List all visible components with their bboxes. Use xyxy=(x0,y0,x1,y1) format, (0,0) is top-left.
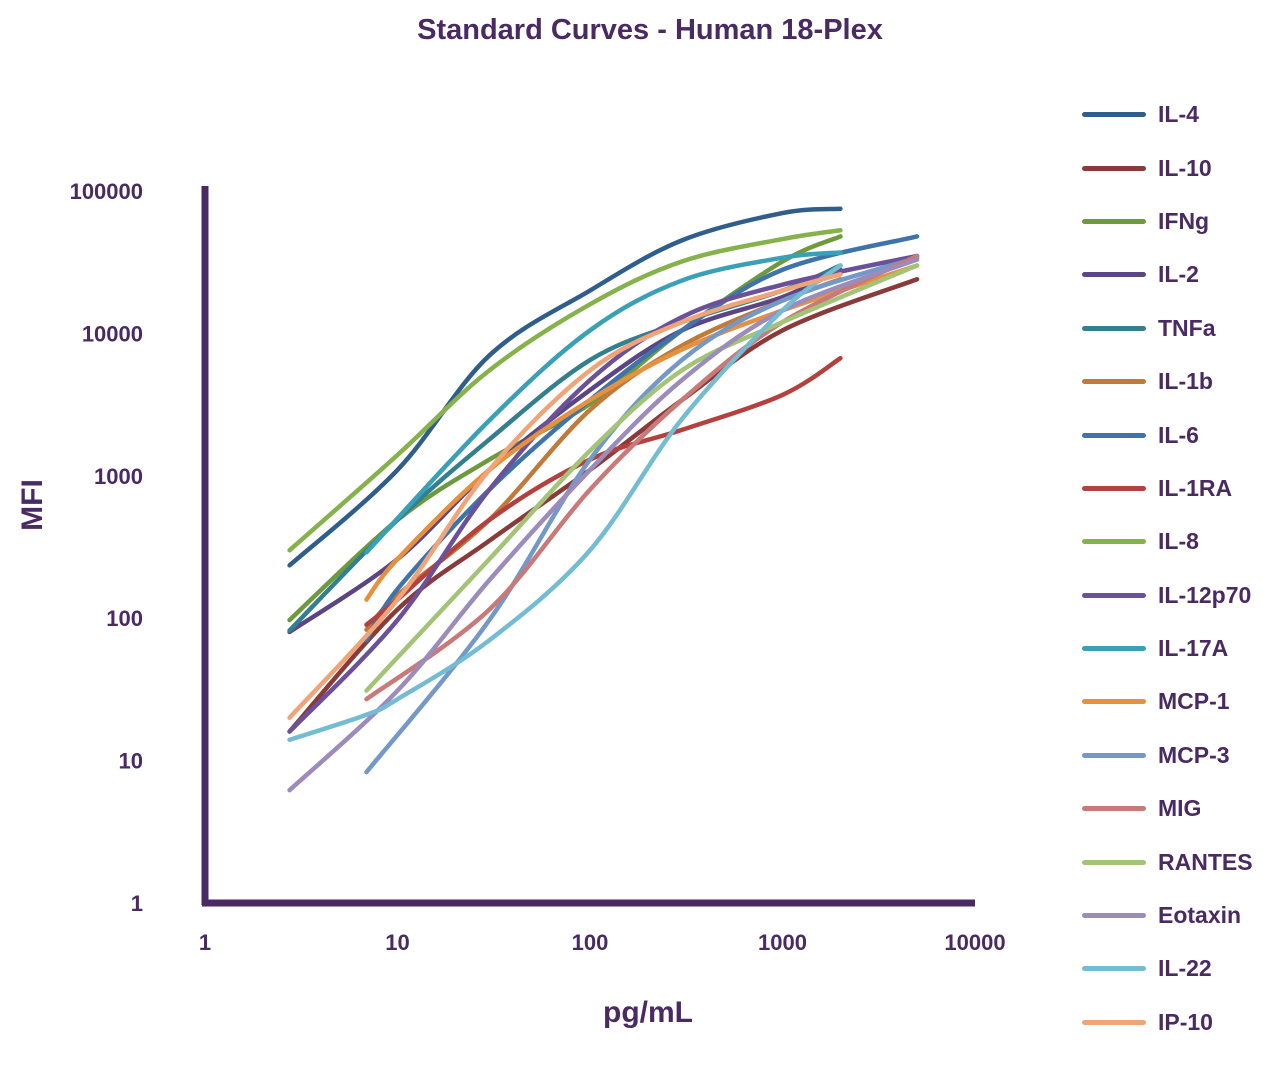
legend-swatch xyxy=(1082,646,1146,652)
legend-swatch xyxy=(1082,432,1146,438)
legend-swatch xyxy=(1082,592,1146,598)
series-line-ip-10 xyxy=(287,272,843,720)
legend-swatch xyxy=(1082,379,1146,385)
legend-label: RANTES xyxy=(1158,848,1253,875)
legend-label: TNFa xyxy=(1158,314,1216,341)
legend-item: IL-6 xyxy=(1082,408,1253,461)
x-tick-label: 10 xyxy=(385,930,409,955)
legend-label: IL-1RA xyxy=(1158,474,1233,501)
series-line-il-10 xyxy=(287,277,920,734)
legend-label: IL-6 xyxy=(1158,421,1199,448)
series-line-rantes xyxy=(364,263,920,693)
legend-swatch xyxy=(1082,272,1146,278)
legend-swatch xyxy=(1082,485,1146,491)
y-tick-label: 10 xyxy=(119,749,143,774)
legend-label: IL-22 xyxy=(1158,955,1212,982)
legend-item: TNFa xyxy=(1082,302,1253,355)
legend-item: IL-10 xyxy=(1082,141,1253,194)
legend-item: IL-12p70 xyxy=(1082,569,1253,622)
plot-area: 1 10 100 1000 10000 1 10 100 1000 10000 100000 pg… xyxy=(16,179,1006,1029)
legend-swatch xyxy=(1082,859,1146,865)
legend-swatch xyxy=(1082,112,1146,118)
legend: IL-4 IL-10 IFNg IL-2 TNFa IL-1b IL-6 IL-1RA IL-8… xyxy=(1082,88,1253,1049)
legend-swatch xyxy=(1082,1019,1146,1025)
legend-label: Eotaxin xyxy=(1158,902,1242,929)
y-tick-label: 100 xyxy=(106,606,143,631)
legend-swatch xyxy=(1082,699,1146,705)
legend-swatch xyxy=(1082,165,1146,171)
y-tick-label: 1 xyxy=(131,891,143,916)
legend-item: IL-2 xyxy=(1082,248,1253,301)
legend-label: MCP-1 xyxy=(1158,688,1230,715)
y-tick-label: 10000 xyxy=(82,321,143,346)
x-tick-labels: 1 10 100 1000 10000 xyxy=(199,930,1006,955)
series-line-mig xyxy=(364,253,920,702)
series-line-il-12p70 xyxy=(287,253,920,734)
y-axis-label: MFI xyxy=(16,479,49,531)
legend-item: MIG xyxy=(1082,782,1253,835)
legend-label: MIG xyxy=(1158,795,1202,822)
series-line-il-22 xyxy=(287,263,843,743)
y-tick-label: 1000 xyxy=(94,464,143,489)
series-line-il-17a xyxy=(364,250,843,555)
legend-label: IL-12p70 xyxy=(1158,581,1252,608)
legend-item: MCP-1 xyxy=(1082,675,1253,728)
legend-swatch xyxy=(1082,752,1146,758)
series-line-ifng xyxy=(287,234,843,623)
legend-item: IL-4 xyxy=(1082,88,1253,141)
legend-swatch xyxy=(1082,806,1146,812)
legend-label: IL-1b xyxy=(1158,368,1213,395)
legend-item: RANTES xyxy=(1082,835,1253,888)
legend-item: IL-1RA xyxy=(1082,462,1253,515)
legend-label: MCP-3 xyxy=(1158,741,1230,768)
chart-title: Standard Curves - Human 18-Plex xyxy=(417,14,883,46)
x-tick-label: 100 xyxy=(572,930,609,955)
legend-item: Eotaxin xyxy=(1082,889,1253,942)
y-tick-labels: 1 10 100 1000 10000 100000 xyxy=(70,179,143,916)
legend-label: IL-4 xyxy=(1158,101,1199,128)
x-tick-label: 10000 xyxy=(944,930,1005,955)
x-tick-label: 1 xyxy=(199,930,211,955)
legend-swatch xyxy=(1082,539,1146,545)
legend-label: IP-10 xyxy=(1158,1008,1213,1035)
legend-label: IL-2 xyxy=(1158,261,1199,288)
legend-item: IFNg xyxy=(1082,195,1253,248)
series-line-eotaxin xyxy=(287,257,920,793)
legend-item: IL-22 xyxy=(1082,942,1253,995)
x-axis-label: pg/mL xyxy=(603,996,693,1029)
legend-item: IL-17A xyxy=(1082,622,1253,675)
series-line-il-8 xyxy=(287,228,843,553)
legend-label: IL-17A xyxy=(1158,635,1229,662)
series-line-il-4 xyxy=(287,206,843,568)
legend-swatch xyxy=(1082,325,1146,331)
legend-label: IL-10 xyxy=(1158,154,1212,181)
legend-item: IL-1b xyxy=(1082,355,1253,408)
legend-item: IP-10 xyxy=(1082,996,1253,1049)
legend-swatch xyxy=(1082,218,1146,224)
legend-swatch xyxy=(1082,966,1146,972)
y-tick-label: 100000 xyxy=(70,179,143,204)
x-tick-label: 1000 xyxy=(758,930,807,955)
series-layer xyxy=(287,206,920,793)
legend-item: IL-8 xyxy=(1082,515,1253,568)
legend-label: IFNg xyxy=(1158,207,1210,234)
legend-item: MCP-3 xyxy=(1082,729,1253,782)
legend-swatch xyxy=(1082,913,1146,919)
legend-label: IL-8 xyxy=(1158,528,1199,555)
